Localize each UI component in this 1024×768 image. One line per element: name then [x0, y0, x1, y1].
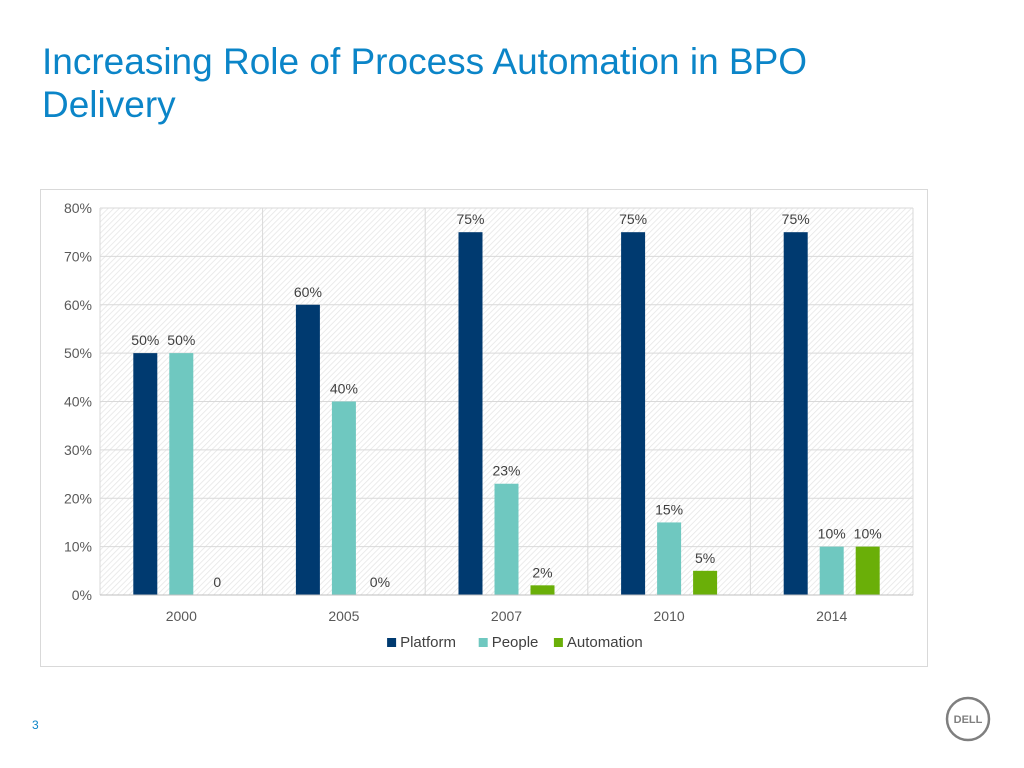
data-label: 0%: [370, 574, 390, 590]
bar-people: [819, 546, 844, 595]
y-tick-label: 60%: [64, 297, 92, 313]
y-tick-label: 50%: [64, 345, 92, 361]
data-label: 75%: [782, 211, 810, 227]
data-label: 50%: [167, 332, 195, 348]
bar-people: [494, 483, 519, 595]
y-tick-label: 80%: [64, 200, 92, 216]
dell-logo: DELL: [945, 696, 991, 742]
logo-text: DELL: [954, 714, 983, 726]
bar-people: [169, 353, 194, 595]
data-label: 15%: [655, 501, 683, 517]
legend-swatch-platform: [387, 638, 397, 647]
y-tick-label: 30%: [64, 442, 92, 458]
data-label: 50%: [131, 332, 159, 348]
bar-platform: [458, 232, 483, 595]
y-tick-label: 10%: [64, 539, 92, 555]
x-tick-label: 2010: [654, 608, 685, 624]
legend-label: Platform: [400, 634, 456, 651]
bar-platform: [295, 304, 320, 595]
legend-swatch-automation: [553, 638, 563, 647]
y-tick-label: 20%: [64, 490, 92, 506]
legend-label: People: [492, 634, 539, 651]
data-label: 10%: [854, 526, 882, 542]
data-label: 5%: [695, 550, 715, 566]
bar-automation: [855, 546, 880, 595]
data-label: 75%: [619, 211, 647, 227]
page-number: 3: [32, 718, 39, 732]
data-label: 0: [213, 574, 221, 590]
y-tick-label: 70%: [64, 248, 92, 264]
chart-container: 50% 50% 0 60% 40% 0% 75% 23% 2% 75% 15% 5% 75% 10% 10%…: [40, 189, 928, 667]
legend-swatch-people: [478, 638, 488, 647]
bar-automation: [530, 585, 555, 595]
x-tick-label: 2000: [166, 608, 197, 624]
bar-platform: [133, 353, 158, 595]
data-label: 23%: [492, 463, 520, 479]
bar-platform: [783, 232, 808, 595]
x-tick-label: 2014: [816, 608, 847, 624]
slide-title: Increasing Role of Process Automation in…: [42, 41, 808, 125]
data-label: 75%: [456, 211, 484, 227]
data-label: 2%: [532, 564, 552, 580]
bar-automation: [693, 570, 718, 595]
data-label: 60%: [294, 284, 322, 300]
bar-people: [657, 522, 682, 595]
data-label: 40%: [330, 381, 358, 397]
bar-platform: [621, 232, 646, 595]
data-label: 10%: [818, 526, 846, 542]
bar-chart: 50% 50% 0 60% 40% 0% 75% 23% 2% 75% 15% 5% 75% 10% 10%…: [64, 200, 914, 651]
y-tick-label: 0%: [72, 587, 92, 603]
y-tick-label: 40%: [64, 394, 92, 410]
x-tick-label: 2007: [491, 608, 522, 624]
legend-label: Automation: [567, 634, 643, 651]
x-tick-label: 2005: [328, 608, 359, 624]
bar-people: [331, 401, 356, 595]
